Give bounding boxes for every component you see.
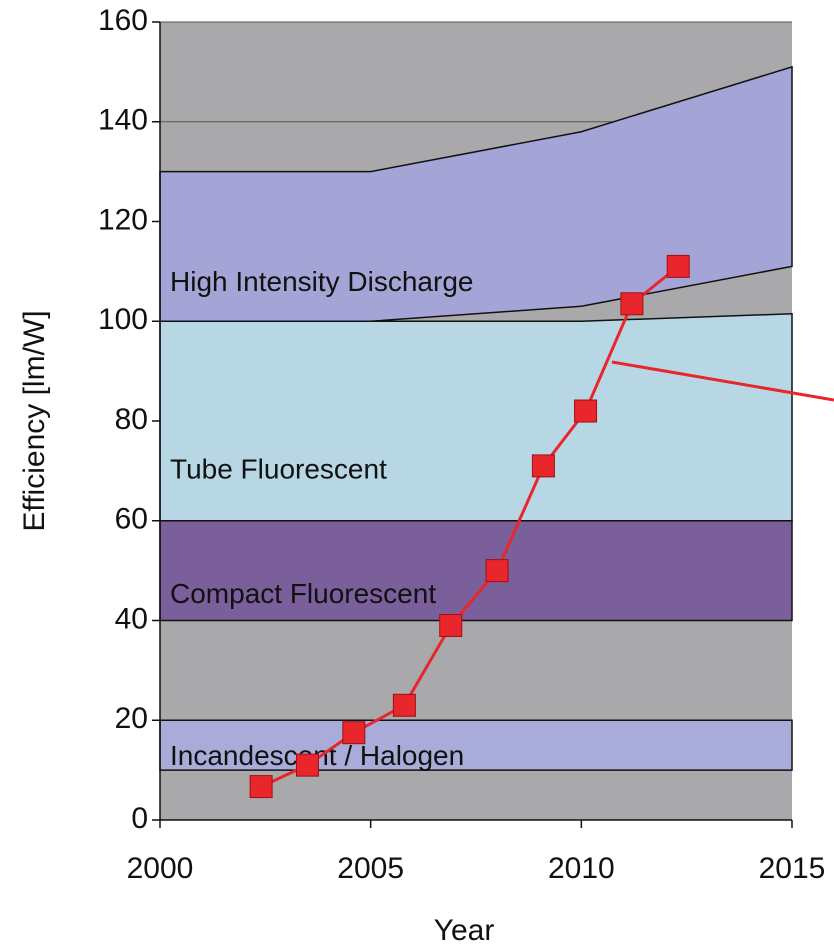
y-tick-label: 60: [115, 503, 148, 536]
leader-line: [611, 360, 834, 402]
band-label: High Intensity Discharge: [170, 266, 473, 297]
y-tick-label: 80: [115, 403, 148, 436]
y-tick-label: 0: [131, 802, 148, 835]
x-tick-label: 2005: [337, 852, 404, 885]
y-tick-label: 120: [98, 203, 148, 236]
y-tick-label: 20: [115, 702, 148, 735]
y-axis-title: Efficiency [lm/W]: [18, 310, 51, 531]
y-tick-label: 100: [98, 303, 148, 336]
marker: [295, 753, 319, 777]
x-tick-label: 2015: [759, 852, 826, 885]
marker: [620, 292, 644, 316]
marker: [439, 613, 463, 637]
x-tick-label: 2010: [548, 852, 615, 885]
marker: [574, 399, 598, 423]
marker: [531, 454, 555, 478]
band: [159, 65, 793, 322]
y-tick-label: 40: [115, 602, 148, 635]
series-line: [260, 265, 680, 788]
marker: [666, 254, 690, 278]
marker: [342, 721, 366, 745]
marker: [249, 775, 273, 799]
band-label: Compact Fluorescent: [170, 578, 436, 609]
marker: [485, 559, 509, 583]
band: [159, 312, 793, 522]
band-label: Tube Fluorescent: [170, 453, 387, 484]
y-tick-label: 140: [98, 104, 148, 137]
x-tick-label: 2000: [127, 852, 194, 885]
x-axis-title: Year: [434, 914, 495, 947]
y-tick-label: 160: [98, 4, 148, 37]
marker: [392, 693, 416, 717]
